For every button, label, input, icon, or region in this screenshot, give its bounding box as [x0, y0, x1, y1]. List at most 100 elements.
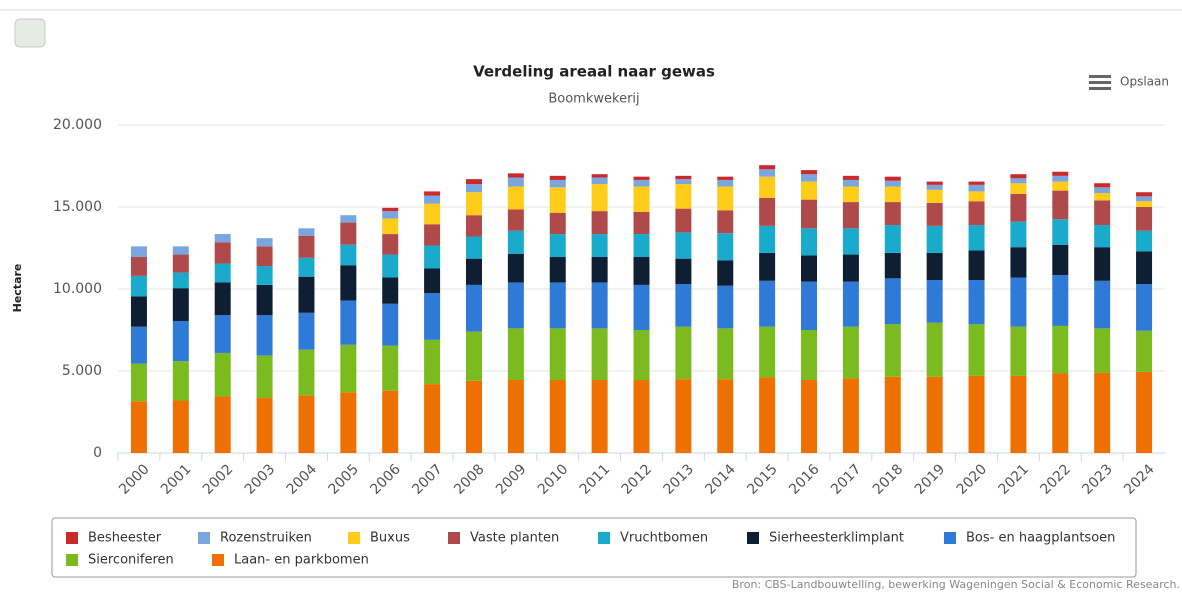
x-tick-label: 2014 — [702, 461, 739, 498]
bar-segment — [675, 232, 692, 259]
bar-segment — [1052, 181, 1069, 191]
x-tick-label: 2007 — [409, 461, 446, 498]
x-tick-label: 2000 — [116, 461, 153, 498]
bar-segment — [256, 315, 273, 356]
bar-segment — [172, 400, 189, 453]
legend-label: Sierconiferen — [88, 553, 174, 568]
legend-swatch — [198, 532, 210, 544]
y-tick-label: 10.000 — [53, 281, 102, 297]
bar-segment — [842, 378, 859, 453]
bar-segment — [842, 281, 859, 327]
bar-segment — [926, 181, 943, 185]
bar-segment — [884, 186, 901, 203]
bar-segment — [717, 285, 734, 329]
bar-segment — [172, 320, 189, 362]
bar-segment — [507, 282, 524, 329]
x-tick-label: 2002 — [200, 461, 237, 498]
bar-segment — [717, 186, 734, 211]
bar-segment — [1136, 230, 1153, 252]
bar-segment — [884, 278, 901, 325]
bar-segment — [549, 175, 566, 180]
x-tick-label: 2010 — [535, 461, 572, 498]
bar-segment — [675, 284, 692, 327]
bar-segment — [340, 215, 357, 223]
bar-segment — [717, 176, 734, 180]
x-tick-label: 2017 — [828, 461, 865, 498]
bar-segment — [633, 211, 650, 235]
bar-segment — [465, 179, 482, 185]
x-tick-label: 2023 — [1079, 461, 1116, 498]
bar-segment — [968, 201, 985, 226]
x-tick-label: 2006 — [367, 461, 404, 498]
bar-segment — [675, 184, 692, 209]
bar-segment — [1136, 196, 1153, 202]
bar-segment — [130, 326, 147, 364]
bar-segment — [1094, 372, 1111, 453]
bar-segment — [507, 173, 524, 178]
bar-segment — [1052, 244, 1069, 276]
toolbar-button[interactable] — [14, 18, 46, 48]
bar-segment — [382, 390, 399, 453]
bar-segment — [801, 255, 818, 282]
bar-segment — [382, 277, 399, 304]
bar-segment — [884, 376, 901, 453]
bar-segment — [1094, 193, 1111, 201]
bar-segment — [1136, 330, 1153, 372]
bar-segment — [507, 380, 524, 453]
bar-segment — [465, 380, 482, 453]
x-tick-label: 2012 — [619, 461, 656, 498]
bar-segment — [549, 234, 566, 258]
menu-icon-bar — [1089, 81, 1111, 84]
legend-label: Vruchtbomen — [620, 531, 708, 546]
x-tick-label: 2005 — [325, 461, 362, 498]
bar-segment — [968, 250, 985, 280]
bar-segment — [717, 379, 734, 453]
menu-label[interactable]: Opslaan — [1120, 75, 1169, 89]
bar-segment — [298, 276, 315, 313]
bar-segment — [382, 234, 399, 255]
bar-segment — [130, 363, 147, 402]
bar-segment — [1094, 280, 1111, 329]
menu-icon-bar — [1089, 87, 1111, 90]
bar-segment — [759, 280, 776, 327]
bar-segment — [465, 192, 482, 216]
bar-segment — [1010, 277, 1027, 327]
bar-segment — [130, 275, 147, 297]
bar-segment — [759, 176, 776, 198]
legend-label: Buxus — [370, 531, 410, 546]
bar-segment — [1136, 284, 1153, 331]
menu-button[interactable]: Opslaan — [1089, 75, 1169, 91]
bar-segment — [633, 257, 650, 285]
bar-segment — [549, 282, 566, 329]
bar-segment — [968, 225, 985, 251]
x-tick-label: 2009 — [493, 461, 530, 498]
y-axis-label: Hectare — [11, 264, 24, 313]
bar-segment — [1052, 171, 1069, 176]
bar-segment — [633, 330, 650, 381]
bar-segment — [842, 254, 859, 282]
bar-segment — [256, 398, 273, 453]
bar-segment — [884, 225, 901, 253]
bar-segment — [424, 245, 441, 269]
bar-segment — [298, 395, 315, 453]
x-tick-label: 2011 — [577, 461, 614, 498]
bar-segment — [340, 300, 357, 345]
bar-segment — [382, 345, 399, 391]
bar-segment — [214, 242, 231, 264]
bar-segment — [926, 252, 943, 280]
bar-segment — [298, 312, 315, 350]
bar-segment — [884, 202, 901, 226]
x-tick-label: 2016 — [786, 461, 823, 498]
legend-swatch — [448, 532, 460, 544]
legend-swatch — [348, 532, 360, 544]
legend-swatch — [66, 554, 78, 566]
bar-segment — [1052, 175, 1069, 182]
bar-segment — [926, 202, 943, 226]
bar-segment — [801, 199, 818, 229]
bar-segment — [424, 203, 441, 225]
bar-segment — [1052, 219, 1069, 245]
bar-segment — [507, 209, 524, 231]
legend-label: Laan- en parkbomen — [234, 553, 369, 568]
bar-segment — [1136, 371, 1153, 453]
